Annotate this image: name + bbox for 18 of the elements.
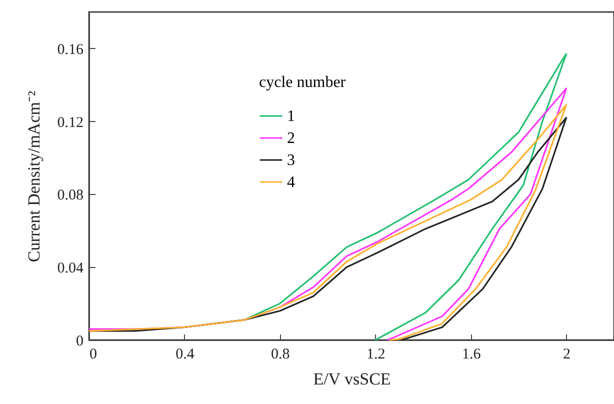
x-tick-label: 1.2 xyxy=(366,346,386,362)
legend-label: 4 xyxy=(287,174,295,191)
y-tick-label: 0.12 xyxy=(57,114,84,131)
legend-label: 3 xyxy=(287,152,295,169)
y-tick-label: 0.16 xyxy=(57,42,84,58)
x-tick-label: 0.4 xyxy=(176,346,195,362)
x-tick-label: 2 xyxy=(563,346,571,362)
x-tick-label: 0.8 xyxy=(271,346,290,362)
legend-label: 1 xyxy=(287,108,295,125)
legend-label: 2 xyxy=(287,130,295,147)
x-axis-title: E/V vsSCE xyxy=(313,370,391,388)
y-tick-label: 0 xyxy=(76,334,84,350)
x-tick-label: 1.6 xyxy=(462,346,482,362)
y-tick-label: 0.04 xyxy=(57,260,84,277)
y-axis-title: Current Density/mAcm⁻² xyxy=(24,90,44,262)
y-tick-label: 0.08 xyxy=(57,188,84,204)
x-tick-label: 0 xyxy=(90,346,97,362)
legend-title: cycle number xyxy=(259,74,346,91)
